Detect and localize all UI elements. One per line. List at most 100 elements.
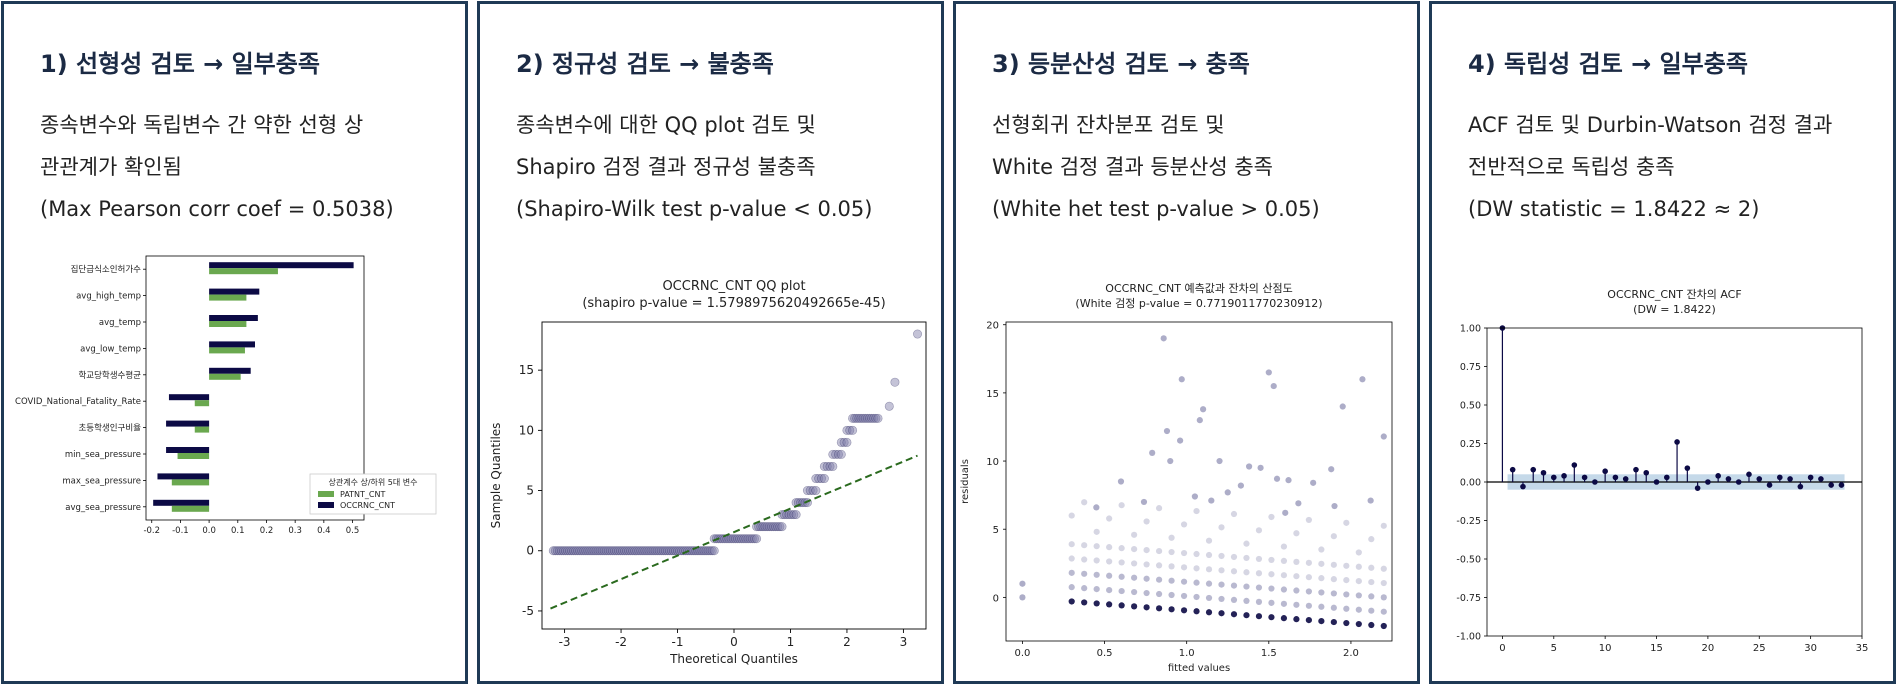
x-axis-label: fitted values bbox=[1168, 663, 1230, 674]
x-tick-label: 1.0 bbox=[1179, 648, 1195, 659]
qq-point bbox=[773, 522, 783, 532]
acf-point bbox=[1756, 476, 1763, 482]
qq-point bbox=[552, 546, 562, 556]
legend-label: OCCRNC_CNT bbox=[340, 501, 395, 510]
residual-point bbox=[1106, 544, 1113, 551]
residual-point bbox=[1131, 588, 1138, 596]
qq-point bbox=[805, 486, 815, 496]
qq-point bbox=[668, 546, 678, 556]
residual-point bbox=[1230, 596, 1238, 604]
qq-point bbox=[575, 546, 585, 556]
residual-point bbox=[1193, 550, 1200, 558]
acf-point bbox=[1612, 474, 1619, 481]
y-tick-label: 0.75 bbox=[1460, 362, 1481, 373]
x-axis-label: Theoretical Quantiles bbox=[669, 652, 798, 666]
residual-point bbox=[1273, 475, 1281, 482]
panel-linearity: 1) 선형성 검토 → 일부충족 종속변수와 독립변수 간 약한 선형 상 관관… bbox=[1, 1, 468, 684]
residual-point bbox=[1081, 542, 1088, 549]
residual-point bbox=[1305, 559, 1312, 566]
qq-point bbox=[737, 534, 747, 544]
residual-point bbox=[1019, 594, 1026, 601]
residual-point bbox=[1330, 576, 1337, 583]
category-label: 초등학생인구비율 bbox=[78, 423, 141, 434]
bar-patnt bbox=[194, 426, 210, 433]
acf-point bbox=[1602, 468, 1608, 475]
category-label: max_sea_pressure bbox=[62, 476, 141, 486]
residual-point bbox=[1196, 417, 1203, 424]
residual-point bbox=[1280, 615, 1288, 622]
residual-point bbox=[1280, 572, 1288, 579]
residual-point bbox=[1230, 510, 1238, 518]
qq-point bbox=[845, 425, 855, 435]
qq-point bbox=[817, 474, 827, 484]
residual-point bbox=[1268, 585, 1275, 592]
residual-point bbox=[1368, 536, 1375, 543]
chart-subtitle: (shapiro p-value = 1.5798975620492665e-4… bbox=[582, 296, 885, 311]
residual-point bbox=[1106, 586, 1113, 594]
qq-point bbox=[720, 534, 730, 544]
x-tick-label: -0.1 bbox=[172, 526, 189, 536]
residual-point bbox=[1143, 604, 1150, 611]
residual-point bbox=[1305, 588, 1312, 595]
residual-point bbox=[1106, 601, 1113, 608]
qq-point bbox=[913, 329, 923, 339]
qq-point bbox=[626, 546, 636, 556]
qq-point bbox=[634, 546, 644, 556]
residual-point bbox=[1143, 518, 1150, 525]
qq-point bbox=[869, 413, 879, 423]
residual-point bbox=[1305, 516, 1312, 524]
residual-point bbox=[1168, 563, 1175, 570]
x-tick-label: -1 bbox=[672, 635, 684, 649]
residual-point bbox=[1218, 524, 1225, 531]
acf-point bbox=[1581, 474, 1588, 481]
qq-point bbox=[620, 546, 630, 556]
qq-point bbox=[583, 546, 593, 556]
residual-point bbox=[1081, 585, 1088, 592]
qq-point bbox=[867, 413, 877, 423]
bar-patnt bbox=[209, 347, 245, 354]
residual-point bbox=[1081, 556, 1088, 563]
residual-point bbox=[1343, 562, 1350, 569]
residual-point bbox=[1293, 616, 1300, 623]
qq-point bbox=[675, 546, 685, 556]
residual-point bbox=[1355, 563, 1362, 570]
qq-point bbox=[850, 413, 860, 423]
y-tick-label: 0.50 bbox=[1460, 401, 1481, 412]
residual-point bbox=[1255, 570, 1263, 577]
residual-point bbox=[1093, 586, 1100, 593]
residual-point bbox=[1155, 590, 1163, 598]
residual-point bbox=[1155, 547, 1163, 555]
bar-occrnc bbox=[209, 315, 258, 321]
residual-point bbox=[1243, 597, 1250, 604]
qq-point bbox=[728, 534, 738, 544]
qq-point bbox=[758, 522, 768, 532]
residual-point bbox=[1208, 497, 1215, 504]
residual-point bbox=[1355, 592, 1362, 599]
qq-point bbox=[884, 401, 894, 411]
qq-point bbox=[825, 461, 835, 471]
panel-homoscedasticity: 3) 등분산성 검토 → 충족 선형회귀 잔차분포 검토 및 White 검정 … bbox=[953, 1, 1420, 684]
residual-point bbox=[1380, 433, 1387, 440]
residual-point bbox=[1285, 477, 1292, 484]
residual-point bbox=[1368, 593, 1375, 600]
qq-point bbox=[771, 522, 781, 532]
qq-point bbox=[662, 546, 672, 556]
y-tick-label: 10 bbox=[986, 457, 999, 468]
acf-point bbox=[1787, 476, 1793, 482]
qq-point bbox=[664, 546, 674, 556]
residual-point bbox=[1180, 592, 1188, 600]
qq-point bbox=[660, 546, 670, 556]
residual-point bbox=[1243, 612, 1250, 619]
x-tick-label: 0 bbox=[1499, 643, 1505, 654]
bar-patnt bbox=[171, 479, 210, 486]
x-tick-label: 3 bbox=[900, 635, 908, 649]
y-tick-label: 0 bbox=[526, 544, 534, 558]
x-tick-label: 0.4 bbox=[317, 526, 331, 536]
residual-point bbox=[1280, 557, 1288, 564]
qq-point bbox=[873, 413, 883, 423]
chart-title: OCCRNC_CNT 예측값과 잔차의 산점도 bbox=[1105, 282, 1292, 295]
qq-point bbox=[671, 546, 681, 556]
y-tick-label: -5 bbox=[522, 604, 534, 618]
residual-point bbox=[1368, 564, 1375, 571]
residual-point bbox=[1280, 586, 1288, 593]
